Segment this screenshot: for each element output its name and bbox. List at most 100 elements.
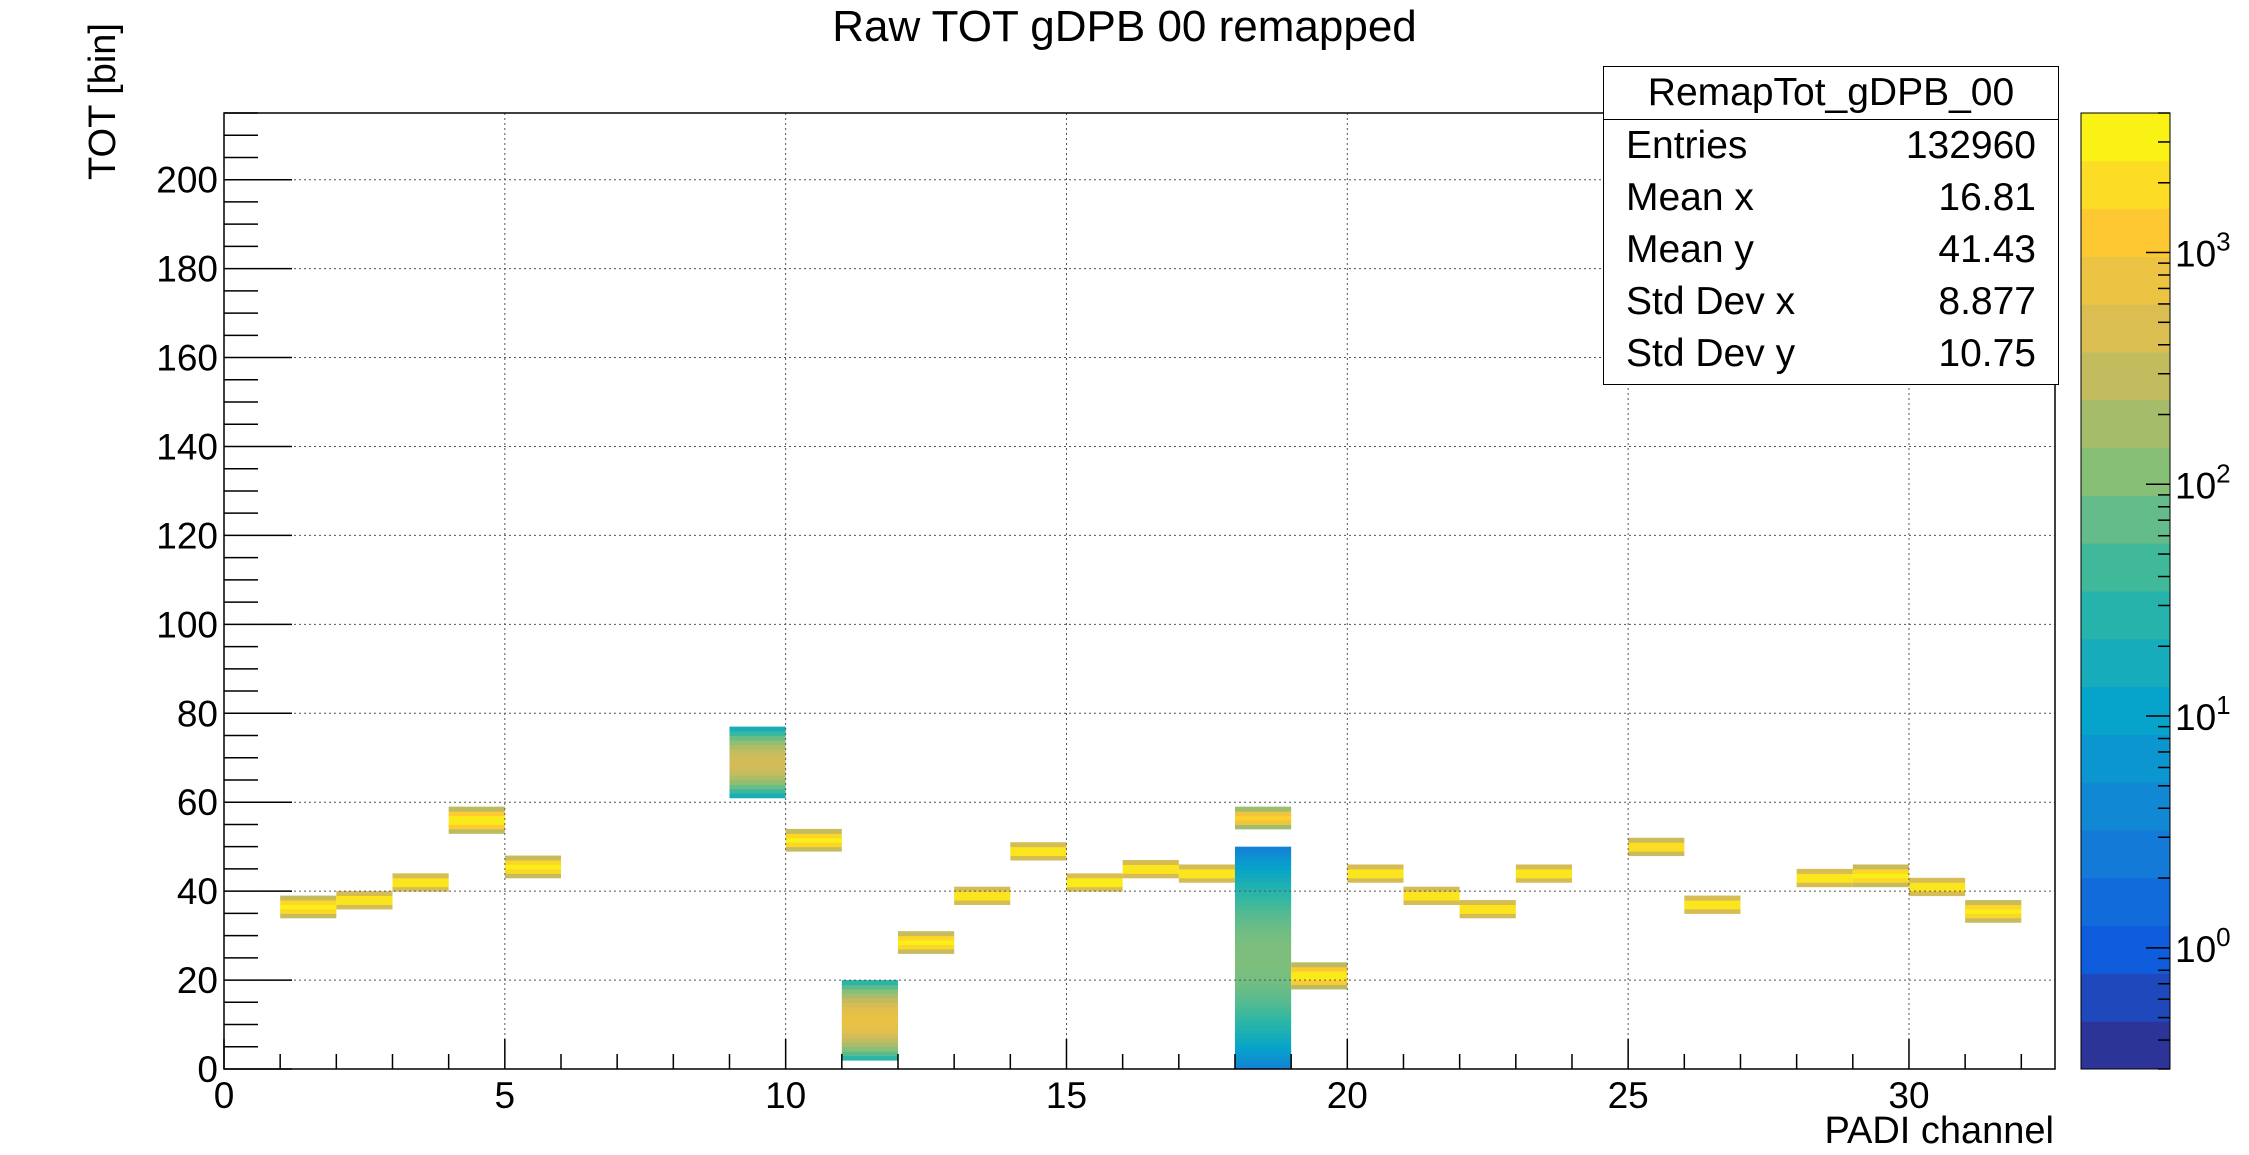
bin-cell: [1010, 842, 1067, 848]
bin-cell: [1459, 913, 1516, 919]
stats-row: Mean y 41.43: [1604, 224, 2058, 276]
bin-cell: [729, 793, 786, 799]
x-axis-label: PADI channel: [1824, 1110, 2054, 1152]
plot-frame: [223, 112, 2056, 1070]
bin-cell: [841, 1002, 898, 1008]
bin-cell: [448, 828, 505, 834]
y-tick-label: 140: [156, 426, 218, 467]
bin-cell: [1347, 864, 1404, 870]
bin-cell: [1234, 940, 1292, 945]
bin-cell: [1234, 957, 1292, 963]
x-tick-label: 15: [1046, 1075, 1087, 1116]
bin-cell: [1178, 868, 1235, 874]
bin-cell: [1684, 908, 1741, 914]
y-tick-label: 0: [197, 1049, 218, 1090]
x-tick-label: 30: [1888, 1075, 1929, 1116]
bin-cell: [1234, 1033, 1292, 1039]
bin-cell: [1066, 886, 1123, 892]
bin-cell: [729, 788, 786, 794]
bin-cell: [1234, 864, 1292, 870]
stats-label: Mean x: [1626, 176, 1754, 219]
bin-cell: [504, 855, 561, 861]
bin-cell: [1234, 1024, 1292, 1030]
bin-cell: [729, 739, 786, 745]
bin-cell: [1234, 1037, 1292, 1043]
bin-cell: [785, 842, 842, 848]
y-tick-label: 60: [177, 782, 218, 823]
bin-cell: [1234, 935, 1292, 941]
palette-band: [2081, 734, 2170, 783]
stats-value: 132960: [1905, 124, 2036, 167]
palette-label: 101: [2175, 690, 2231, 738]
bin-cell: [504, 873, 561, 879]
bin-cell: [1234, 1064, 1292, 1070]
bin-cell: [841, 1024, 898, 1030]
bin-cell: [280, 913, 337, 919]
bin-cell: [1515, 864, 1572, 870]
bin-cell: [1234, 917, 1292, 923]
palette-label: 100: [2175, 922, 2231, 970]
stats-box: RemapTot_gDPB_00 Entries 132960 Mean x 1…: [1603, 66, 2059, 385]
bin-cell: [1291, 975, 1348, 981]
bin-cell: [1234, 895, 1292, 901]
chart-title: Raw TOT gDPB 00 remapped: [832, 2, 1417, 51]
bin-cell: [1066, 877, 1123, 883]
bin-cell: [729, 779, 786, 785]
bin-cell: [897, 935, 955, 941]
bin-cell: [1178, 864, 1235, 870]
bin-cell: [1628, 851, 1685, 857]
palette-band: [2081, 543, 2170, 592]
bin-cell: [729, 757, 786, 763]
bin-cell: [1965, 904, 2022, 910]
bin-cell: [1234, 971, 1292, 977]
bin-cell: [1291, 966, 1348, 972]
stats-value: 10.75: [1938, 332, 2036, 375]
bin-cell: [841, 1055, 898, 1061]
bin-cell: [1459, 904, 1516, 910]
bin-cell: [1234, 891, 1292, 897]
bin-cell: [1234, 1020, 1292, 1026]
bin-cell: [1234, 811, 1292, 817]
bin-cell: [729, 766, 786, 772]
bin-cell: [841, 1033, 898, 1039]
stats-value: 41.43: [1938, 228, 2036, 271]
bin-cell: [392, 873, 449, 879]
bin-cell: [1234, 1051, 1292, 1057]
bin-cell: [841, 1011, 898, 1017]
bin-cell: [448, 806, 505, 812]
bin-cell: [729, 784, 786, 790]
bin-cell: [1234, 819, 1292, 825]
bin-cell: [1403, 886, 1460, 892]
bin-cell: [1234, 855, 1292, 861]
stats-label: Entries: [1626, 124, 1748, 167]
color-palette: 100 101 102 103: [2080, 112, 2231, 1070]
stats-row: Entries 132960: [1604, 120, 2058, 172]
bin-cell: [1796, 882, 1853, 888]
bin-cell: [1908, 877, 1966, 883]
bin-cell: [897, 948, 955, 954]
bin-cell: [280, 900, 337, 905]
bin-cell: [1291, 971, 1348, 977]
bin-cell: [1459, 908, 1516, 914]
bin-cell: [1234, 944, 1292, 950]
bin-cell: [336, 900, 393, 905]
bin-cell: [1234, 851, 1292, 857]
bin-cell: [1965, 900, 2022, 905]
palette-band: [2081, 208, 2170, 257]
stats-value: 8.877: [1938, 280, 2036, 323]
bin-cell: [1234, 931, 1292, 937]
y-tick-label: 160: [156, 338, 218, 379]
bin-cell: [448, 811, 505, 817]
bin-cell: [1234, 953, 1292, 959]
bin-cell: [785, 833, 842, 839]
bin-cell: [841, 988, 898, 994]
bin-cell: [1234, 846, 1292, 852]
palette-band: [2081, 113, 2170, 162]
bin-cell: [897, 944, 955, 950]
bin-cell: [1347, 873, 1404, 879]
bin-cell: [729, 735, 786, 741]
stats-row: Std Dev y 10.75: [1604, 328, 2058, 380]
palette-band: [2081, 591, 2170, 640]
bin-cell: [1178, 877, 1235, 883]
stats-box-title: RemapTot_gDPB_00: [1604, 67, 2058, 120]
